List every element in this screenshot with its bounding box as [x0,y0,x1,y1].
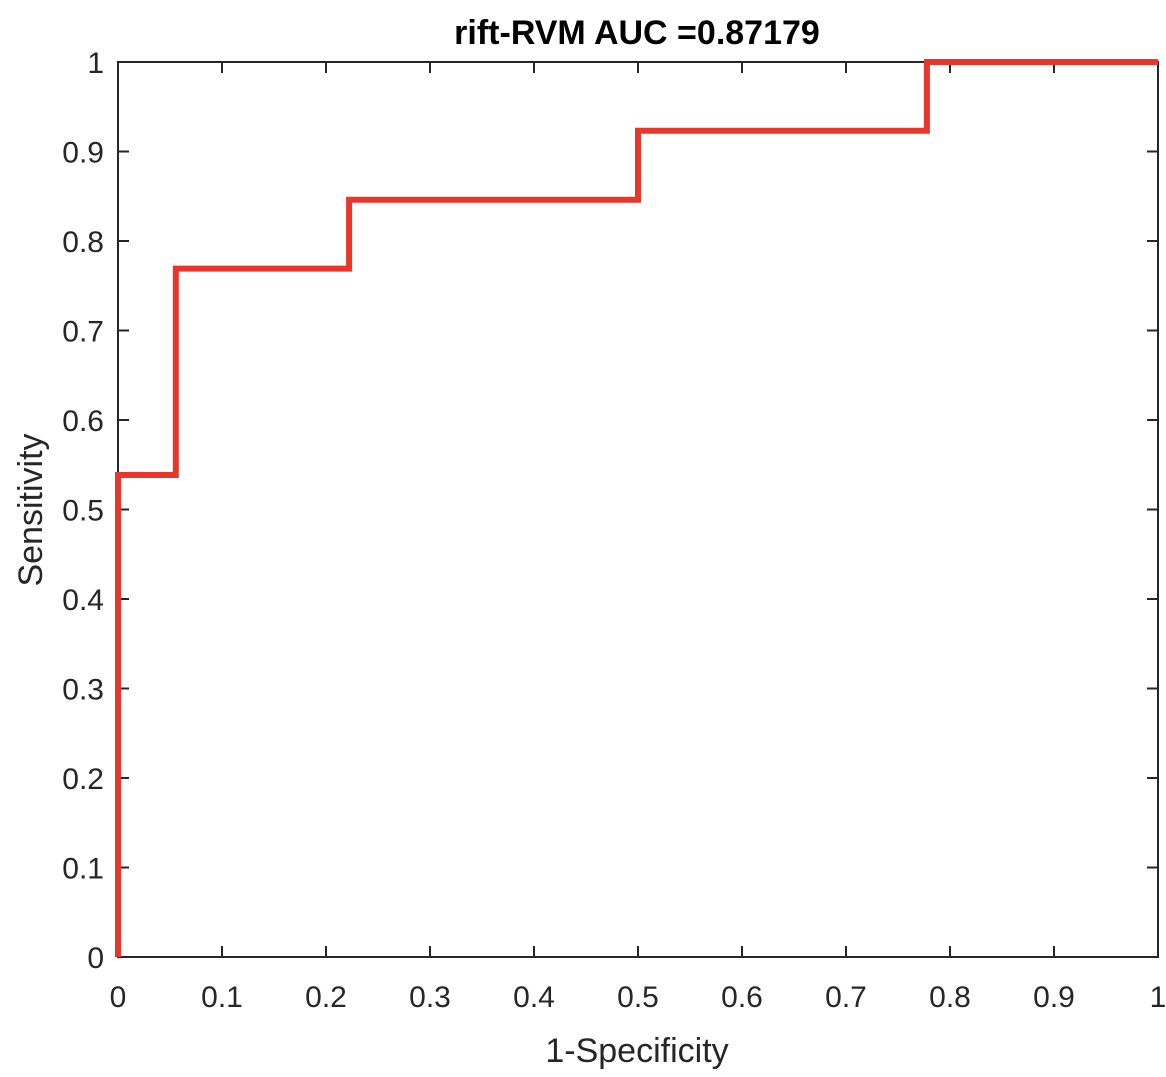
x-tick-label: 0.2 [305,981,347,1014]
chart-title: rift-RVM AUC =0.87179 [454,14,820,52]
y-tick-label: 0.6 [62,405,104,438]
x-tick-label: 0 [110,981,127,1014]
x-tick-label: 0.3 [409,981,451,1014]
y-tick-label: 0.7 [62,316,104,349]
y-tick-label: 0.8 [62,226,104,259]
roc-curve-line [115,59,1158,957]
ticks-layer: 0 0.1 0.2 0.3 0.4 0.5 0.6 0.7 0.8 0.9 1 0 0.1 0.2 0.3 0… [62,47,1166,1014]
x-tick-label: 0.5 [617,981,659,1014]
x-tick-label: 0.4 [513,981,555,1014]
y-tick-label: 0.5 [62,495,104,528]
y-axis-label: Sensitivity [12,433,50,586]
y-tick-label: 0.4 [62,584,104,617]
x-tick-label: 0.8 [929,981,971,1014]
y-tick-label: 0.2 [62,763,104,796]
series-layer [115,59,1158,957]
x-axis-label: 1-Specificity [545,1032,728,1070]
y-tick-label: 0.3 [62,674,104,707]
plot-area [117,61,1159,958]
x-tick-label: 0.6 [721,981,763,1014]
x-tick-label: 0.9 [1033,981,1075,1014]
y-tick-label: 0 [87,942,104,975]
y-tick-label: 1 [87,47,104,80]
y-tick-label: 0.9 [62,137,104,170]
y-tick-label: 0.1 [62,853,104,886]
x-tick-label: 0.1 [201,981,243,1014]
x-tick-label: 1 [1150,981,1166,1014]
x-tick-label: 0.7 [825,981,867,1014]
